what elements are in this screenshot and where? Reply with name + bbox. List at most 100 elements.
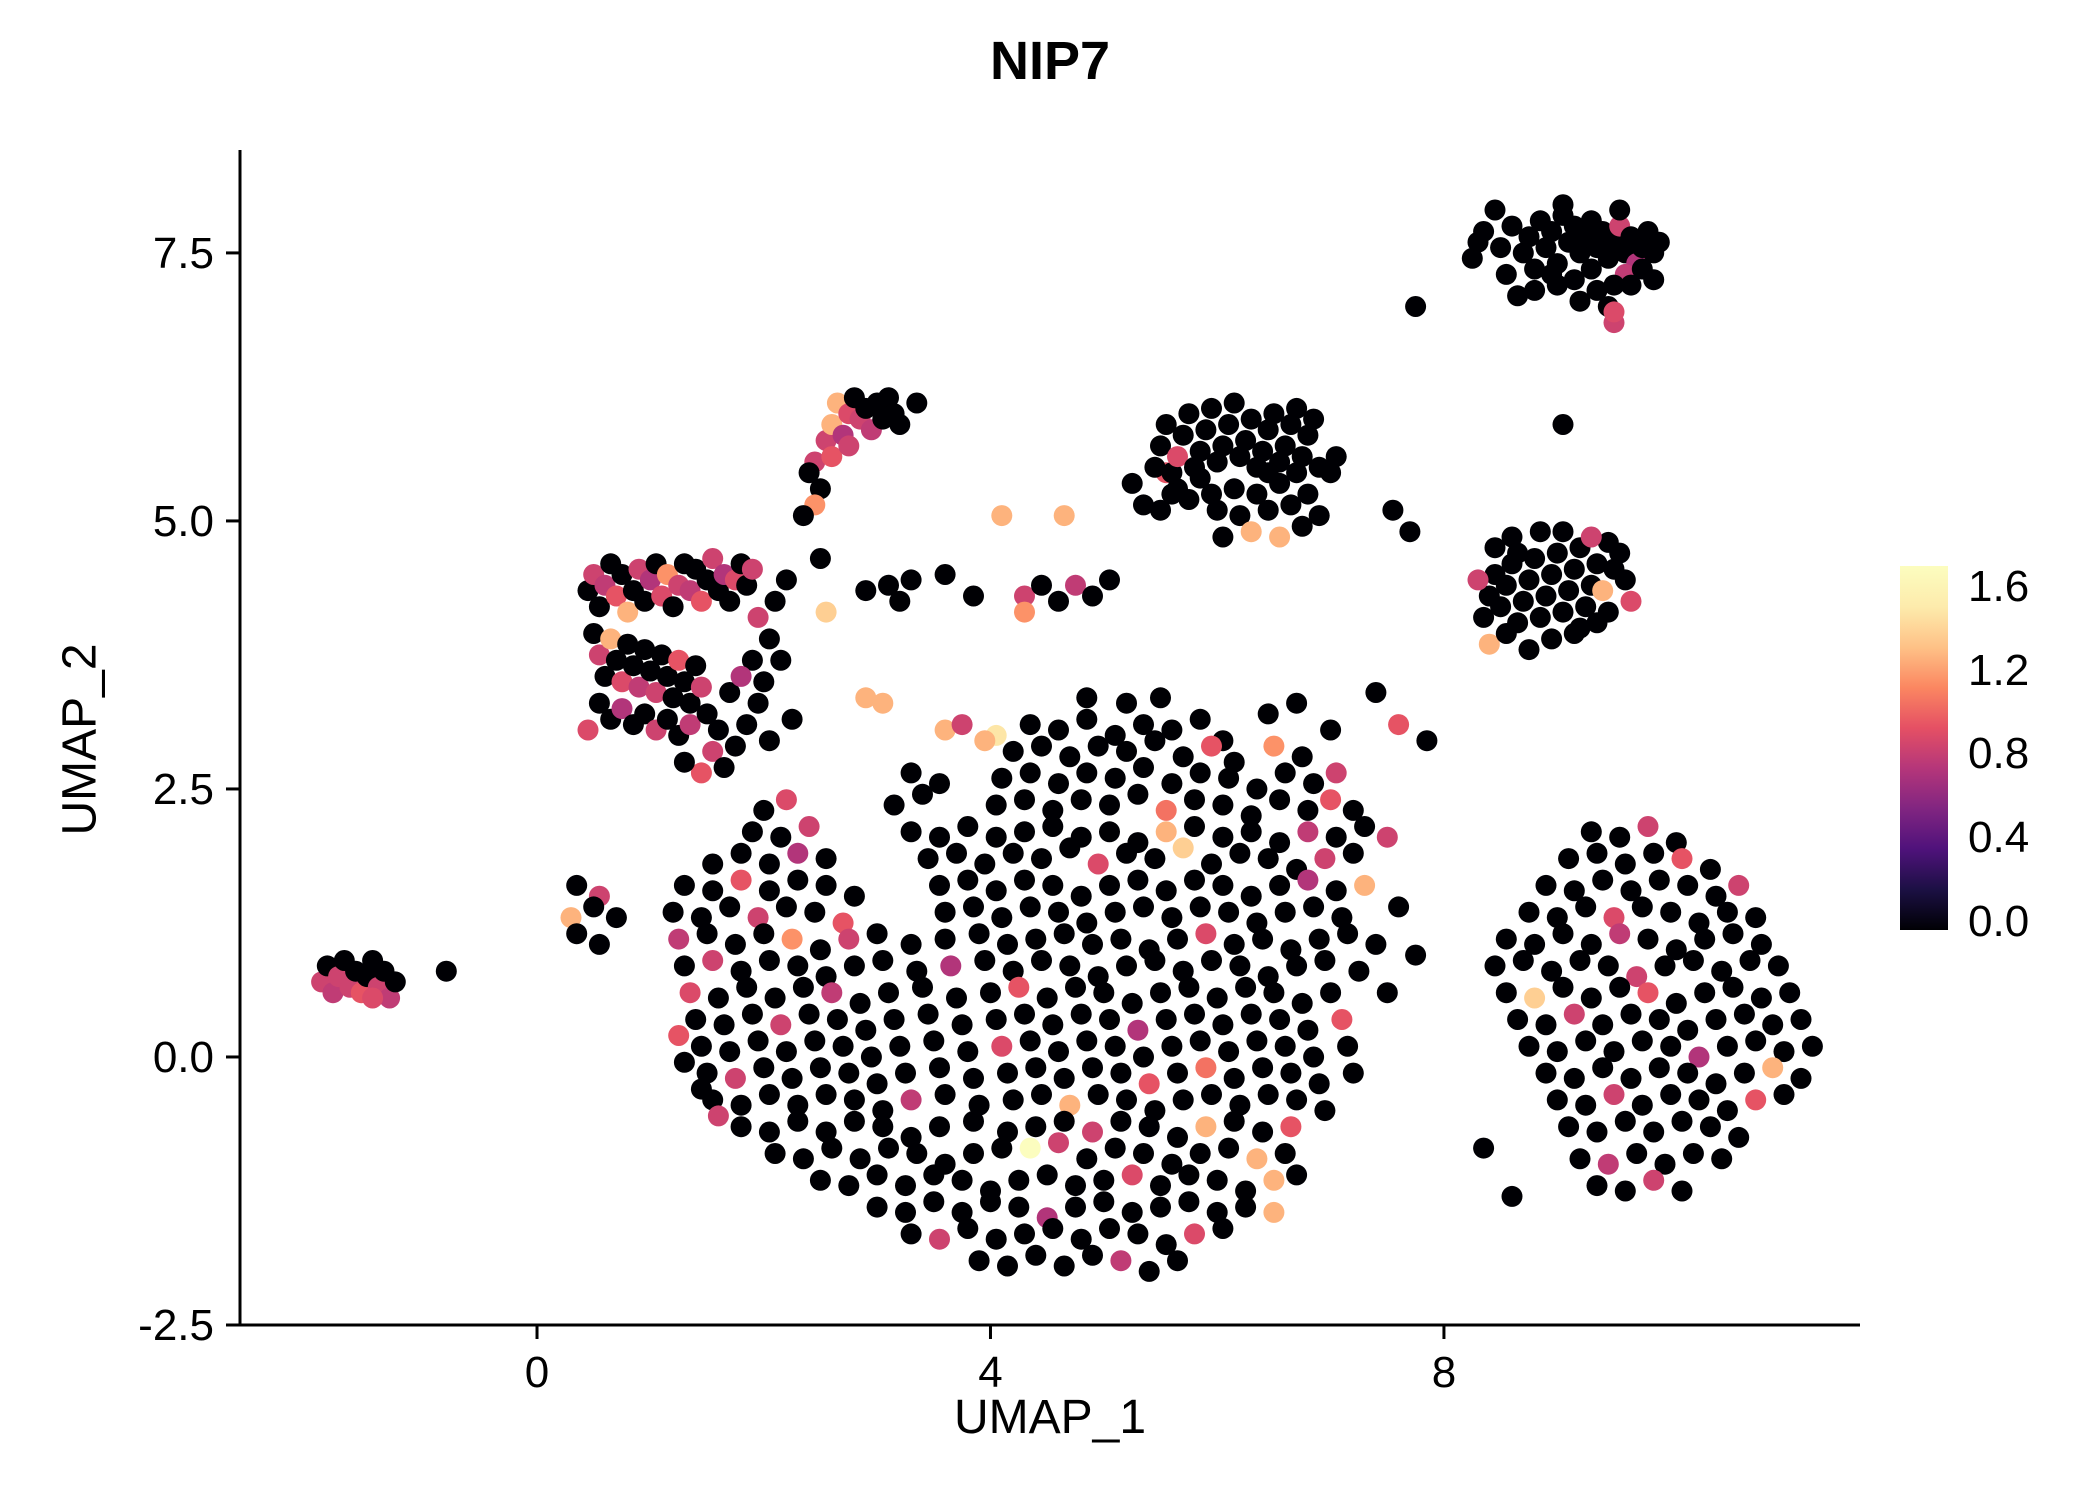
data-point [968,1094,990,1116]
data-point [1167,1062,1188,1084]
data-point [1297,821,1319,843]
data-point [1722,976,1744,998]
data-point [679,714,701,736]
data-point [1320,462,1342,484]
data-point [1235,1180,1257,1202]
data-point [900,933,922,955]
data-point [696,1062,718,1084]
data-point [577,719,599,741]
data-point [951,714,973,736]
data-point [747,606,769,628]
data-point [1580,526,1602,548]
data-point [617,633,639,655]
data-point [1121,992,1143,1014]
data-point [804,1030,826,1052]
data-point [1189,467,1211,489]
data-point [724,735,746,757]
data-point [1552,976,1574,998]
data-point [1082,1244,1103,1266]
data-point [1643,1121,1665,1143]
data-point [878,1137,899,1159]
data-point [866,923,888,945]
data-point [690,762,712,784]
data-point [662,901,684,923]
data-point [719,896,741,918]
data-point [1535,1014,1557,1036]
data-point [1110,928,1132,950]
data-point [1167,1126,1188,1148]
data-point [1161,1035,1183,1057]
data-point [974,853,996,875]
data-point [1280,494,1302,516]
data-point [1535,237,1557,259]
data-point [1552,194,1574,216]
data-point [1552,923,1574,945]
data-point [917,848,939,870]
data-point [1206,499,1228,521]
data-point [963,1067,984,1089]
data-point [645,682,667,703]
data-point [1201,483,1222,505]
data-point [1104,1035,1126,1057]
data-point [662,596,684,618]
data-point [1201,950,1222,971]
data-point [1688,1046,1710,1068]
data-point [1609,542,1631,564]
data-point [753,1057,775,1079]
data-point [1076,912,1098,934]
data-point [1637,982,1659,1004]
data-point [690,590,712,612]
data-point [758,950,780,971]
data-point [588,644,610,666]
data-point [1201,1084,1222,1105]
data-point [1099,569,1120,591]
data-point [1031,1084,1052,1105]
data-point [1059,746,1081,768]
data-point [781,708,803,730]
data-point [1099,794,1120,816]
data-point [583,896,605,918]
data-point [741,1003,763,1025]
data-point [951,1014,973,1036]
data-point [1031,950,1052,971]
data-point [1087,966,1109,988]
data-point [889,590,911,612]
data-point [1665,992,1687,1014]
data-point [1671,1110,1693,1132]
data-point [1048,1041,1069,1063]
data-point [1110,1250,1132,1272]
data-point [872,1100,894,1122]
data-point [1308,928,1330,950]
data-point [1671,1180,1693,1202]
data-point [1223,751,1245,773]
data-point [1099,821,1120,843]
data-point [934,928,956,950]
data-point [1150,982,1171,1004]
data-point [1212,526,1234,548]
data-point [1501,1185,1523,1207]
data-point [753,799,775,821]
data-point [588,692,610,714]
data-point [1745,1030,1767,1052]
data-point [895,1201,916,1223]
data-point [1569,242,1591,264]
data-point [815,848,837,870]
data-point [1059,837,1081,859]
data-point [656,665,678,687]
data-point [639,569,661,591]
data-point [736,976,758,998]
data-point [668,1025,690,1046]
data-point [690,907,712,929]
data-point [1178,976,1200,998]
data-point [1291,446,1313,468]
data-point [929,874,950,896]
data-point [1575,596,1597,618]
data-point [702,548,724,569]
data-point [1116,740,1137,762]
data-point [934,564,956,585]
data-point [1535,874,1557,896]
data-point [855,1019,877,1041]
data-point [1212,1218,1234,1239]
data-point [685,655,707,677]
data-point [730,869,752,891]
